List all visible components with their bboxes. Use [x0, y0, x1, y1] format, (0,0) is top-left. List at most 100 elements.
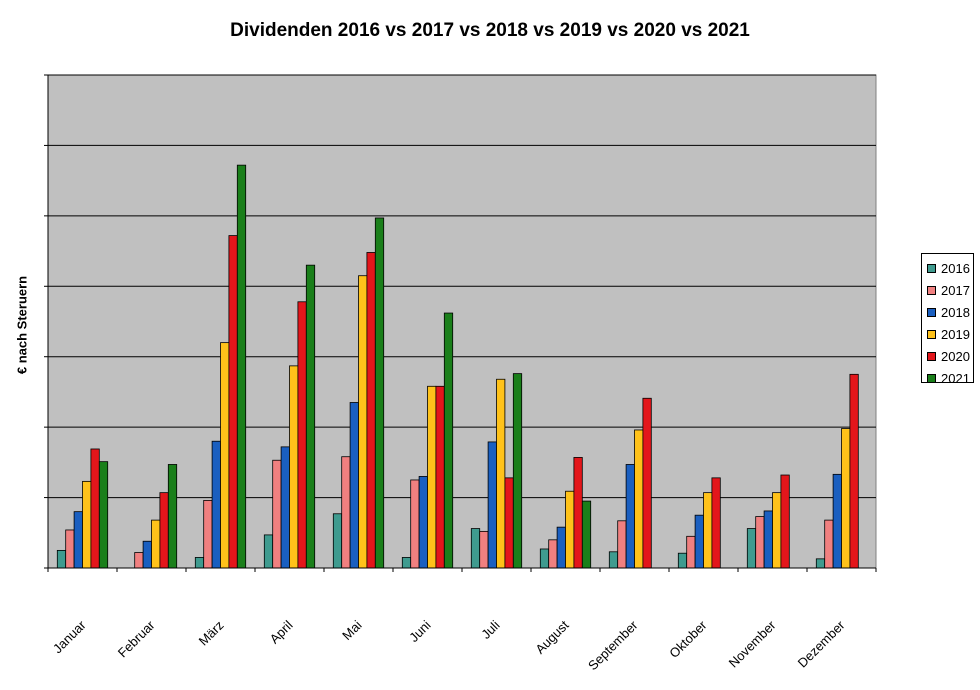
x-tick-label: November — [726, 617, 779, 670]
bar-2018-1 — [142, 540, 152, 569]
bar-2020-7 — [573, 457, 583, 569]
bar-2018-7 — [556, 526, 566, 569]
bar-2016-5 — [401, 557, 412, 569]
bar-2019-8 — [634, 429, 644, 569]
bar-2017-4 — [341, 456, 351, 569]
bar-2021-5 — [443, 312, 454, 569]
bar-2019-11 — [841, 428, 851, 569]
bar-2018-2 — [211, 440, 221, 569]
x-tick-label: Januar — [50, 617, 89, 656]
bar-2018-8 — [625, 464, 635, 569]
bar-2021-2 — [236, 164, 247, 569]
legend-label: 2020 — [941, 348, 970, 364]
bar-2019-3 — [289, 365, 299, 569]
bar-2020-4 — [366, 252, 376, 569]
bar-2017-10 — [755, 516, 765, 569]
bar-2019-5 — [427, 385, 437, 569]
bar-2019-6 — [496, 378, 506, 569]
bar-2016-10 — [746, 528, 757, 569]
x-tick-label: August — [532, 617, 571, 656]
bar-2020-10 — [780, 474, 790, 569]
bar-2018-11 — [832, 473, 842, 569]
bar-2017-8 — [617, 520, 627, 569]
bar-2017-9 — [686, 535, 696, 569]
bar-2019-9 — [703, 492, 713, 569]
legend-swatch — [927, 329, 936, 339]
bar-2020-0 — [90, 448, 100, 569]
bar-2019-1 — [151, 519, 161, 569]
legend-item-2016: 2016 — [922, 257, 973, 279]
bar-2017-7 — [548, 539, 558, 569]
bar-2018-3 — [280, 446, 290, 569]
bar-2019-7 — [565, 490, 575, 569]
x-tick-label: März — [196, 618, 227, 649]
x-tick-label: Mai — [339, 617, 364, 642]
legend-item-2017: 2017 — [922, 279, 973, 301]
legend-swatch — [927, 263, 936, 273]
x-tick-label: Juni — [406, 617, 434, 645]
x-tick-label: Februar — [115, 617, 158, 660]
bar-2020-5 — [435, 385, 445, 569]
x-tick-label: Juli — [478, 617, 502, 641]
bar-2021-6 — [512, 373, 523, 569]
legend-label: 2016 — [941, 260, 970, 276]
bar-2017-2 — [203, 499, 213, 569]
bar-2018-9 — [694, 514, 704, 569]
bar-2020-2 — [228, 235, 238, 569]
legend: 2016 2017 2018 2019 2020 2021 — [921, 253, 974, 386]
bar-2016-9 — [677, 552, 688, 569]
bar-2021-0 — [98, 461, 109, 569]
legend-swatch — [927, 307, 936, 317]
legend-swatch — [927, 373, 936, 383]
bar-2017-6 — [479, 530, 489, 569]
bar-2016-11 — [815, 558, 826, 569]
bar-2020-9 — [711, 477, 721, 569]
bar-2016-2 — [194, 557, 205, 569]
legend-label: 2018 — [941, 304, 970, 320]
bar-2020-11 — [849, 373, 859, 569]
bar-2018-5 — [418, 476, 428, 569]
plot-background — [47, 74, 877, 569]
legend-item-2018: 2018 — [922, 301, 973, 323]
legend-swatch — [927, 351, 936, 361]
bar-2018-10 — [763, 510, 773, 569]
legend-item-2021: 2021 — [922, 367, 973, 389]
bar-2021-3 — [305, 264, 316, 569]
bar-2016-7 — [539, 548, 550, 569]
bar-2016-4 — [332, 513, 343, 569]
bar-2017-5 — [410, 479, 420, 569]
bar-2021-7 — [581, 500, 592, 569]
plot-area — [47, 74, 877, 569]
bar-2016-6 — [470, 528, 481, 569]
x-tick-label: Dezember — [795, 617, 848, 670]
bar-2017-1 — [134, 552, 144, 569]
bar-2018-6 — [487, 441, 497, 569]
legend-item-2019: 2019 — [922, 323, 973, 345]
x-tick-label: Oktober — [666, 617, 710, 661]
legend-item-2020: 2020 — [922, 345, 973, 367]
bar-2016-0 — [56, 549, 67, 569]
bar-2020-8 — [642, 397, 652, 569]
x-tick-label: April — [267, 617, 296, 646]
bar-2019-2 — [220, 342, 230, 569]
bar-2017-3 — [272, 459, 282, 569]
chart-title: Dividenden 2016 vs 2017 vs 2018 vs 2019 … — [230, 20, 750, 41]
legend-label: 2021 — [941, 370, 970, 386]
bar-2017-0 — [65, 529, 75, 569]
bar-2019-4 — [358, 275, 368, 569]
bar-2016-8 — [608, 551, 619, 569]
legend-label: 2019 — [941, 326, 970, 342]
legend-swatch — [927, 285, 936, 295]
bar-2021-4 — [374, 217, 385, 569]
bar-2018-4 — [349, 402, 359, 569]
bar-2016-3 — [263, 534, 274, 569]
bar-2019-0 — [82, 480, 92, 569]
bar-2018-0 — [73, 511, 83, 569]
bar-2020-1 — [159, 492, 169, 569]
bar-2019-10 — [772, 492, 782, 569]
legend-label: 2017 — [941, 282, 970, 298]
x-tick-label: September — [585, 617, 641, 673]
bar-2021-1 — [167, 464, 178, 569]
bar-2020-6 — [504, 477, 514, 569]
